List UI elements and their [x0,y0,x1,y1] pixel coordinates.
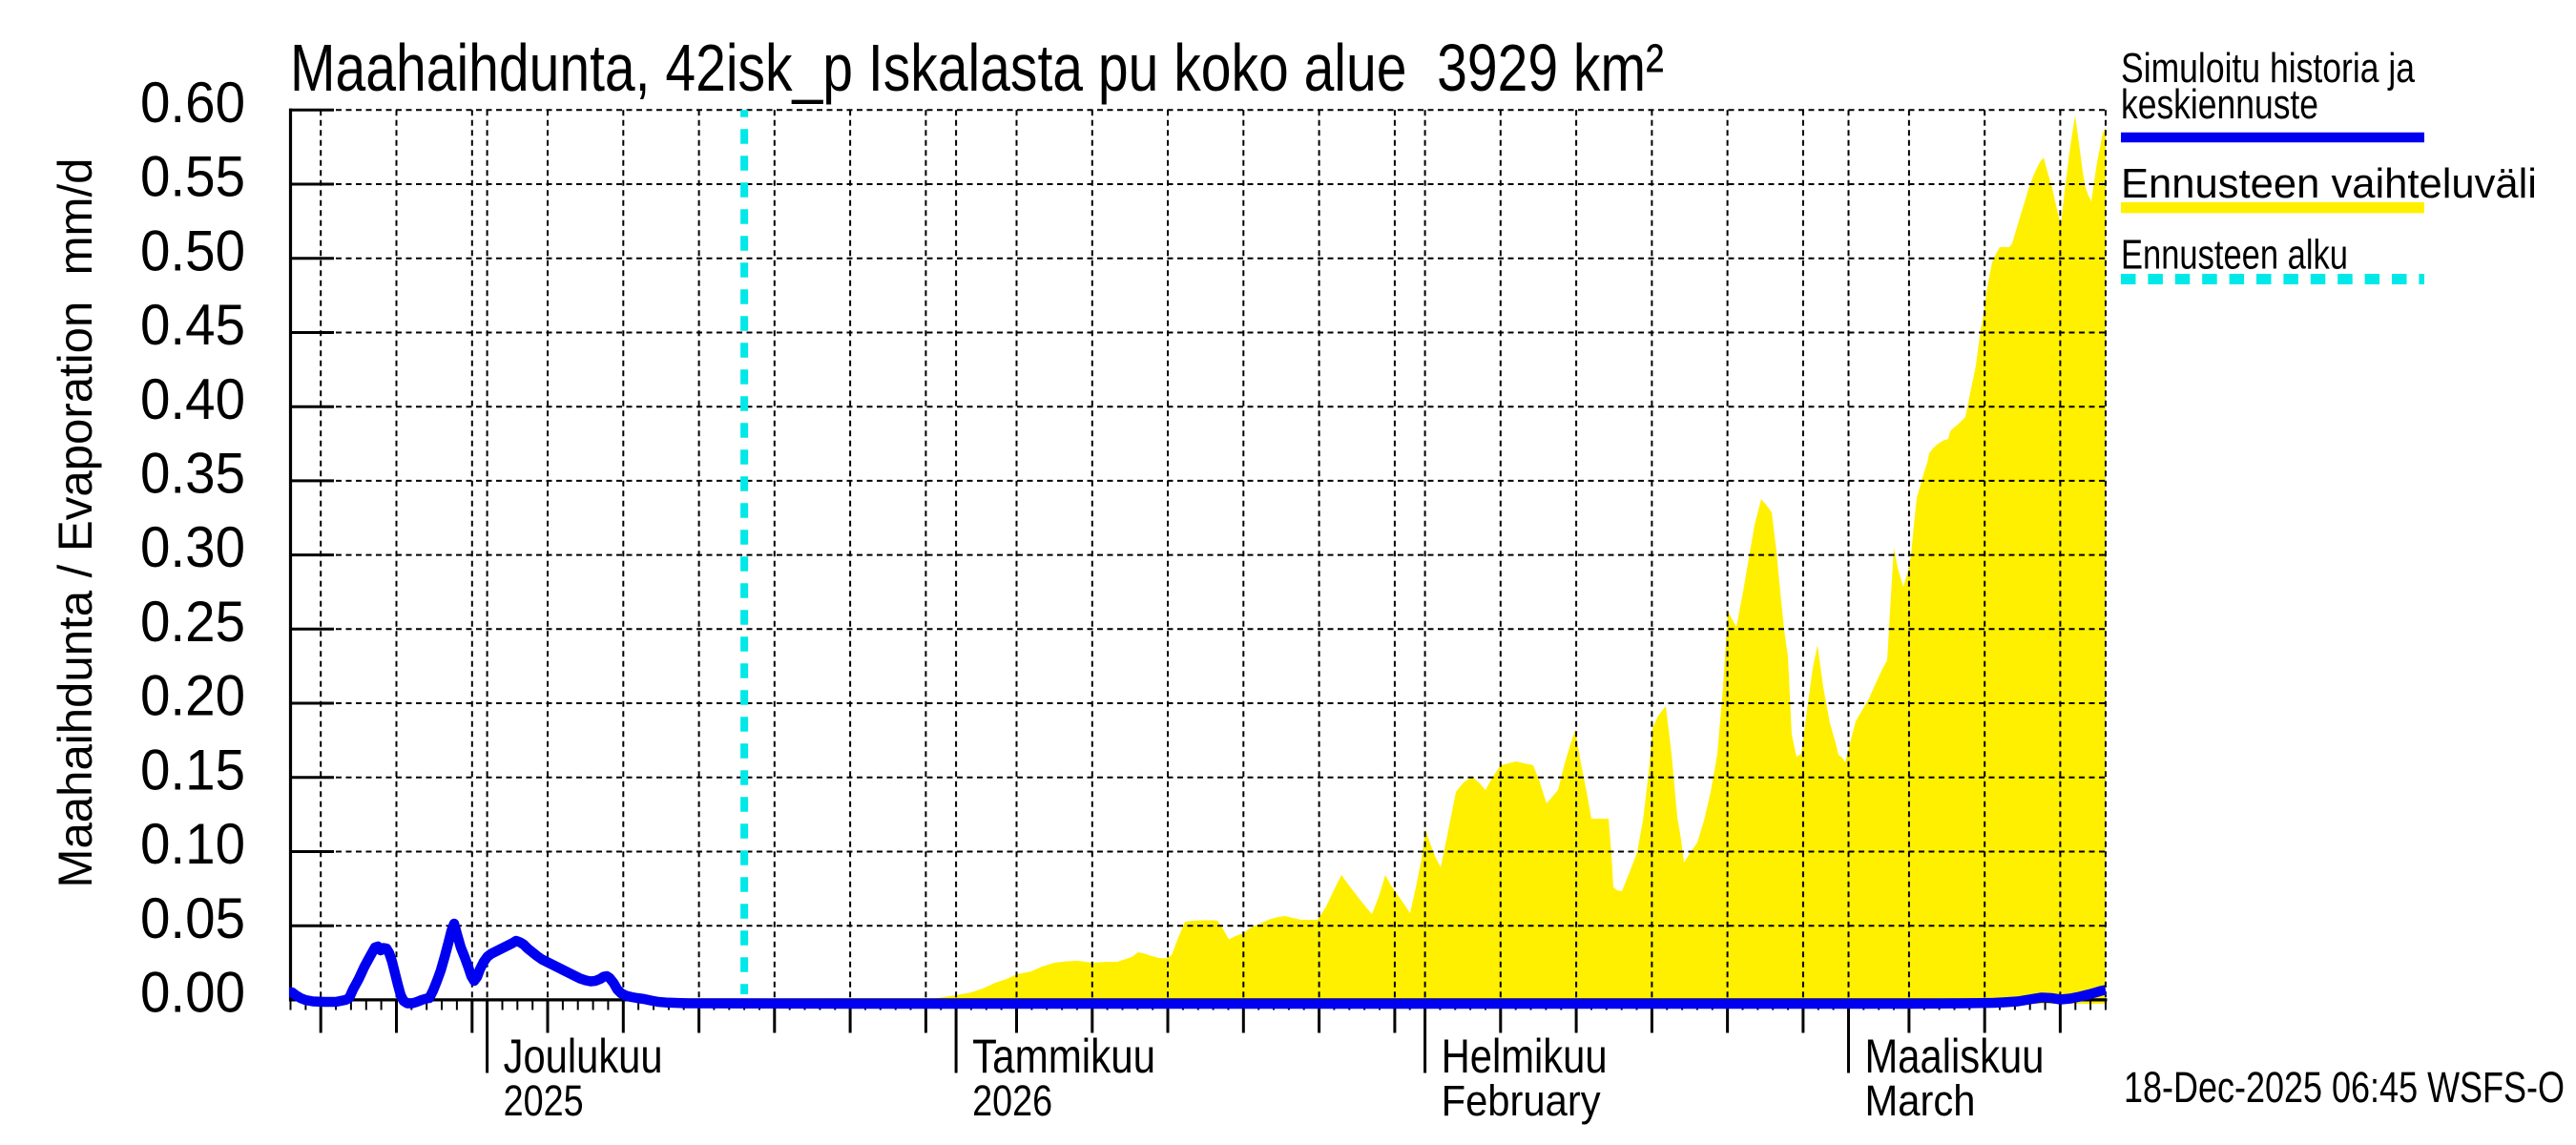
svg-text:0.35: 0.35 [140,442,245,506]
svg-text:0.00: 0.00 [140,961,245,1025]
svg-text:March: March [1865,1076,1976,1125]
svg-text:0.40: 0.40 [140,367,245,431]
svg-text:Ennusteen alku: Ennusteen alku [2121,232,2348,279]
svg-text:0.55: 0.55 [140,145,245,209]
svg-text:0.45: 0.45 [140,293,245,357]
svg-text:Helmikuu: Helmikuu [1442,1030,1608,1083]
svg-text:2025: 2025 [504,1076,584,1125]
svg-text:0.15: 0.15 [140,738,245,802]
svg-text:keskiennuste: keskiennuste [2121,81,2318,128]
svg-text:0.10: 0.10 [140,812,245,876]
svg-text:0.25: 0.25 [140,590,245,654]
svg-text:Tammikuu: Tammikuu [972,1030,1155,1083]
svg-text:Maaliskuu: Maaliskuu [1865,1030,2045,1083]
svg-text:Simuloitu historia ja: Simuloitu historia ja [2121,45,2415,92]
svg-text:0.05: 0.05 [140,886,245,950]
svg-text:Maahaihdunta, 42isk_p Iskalast: Maahaihdunta, 42isk_p Iskalasta pu koko … [290,31,1664,105]
svg-text:2026: 2026 [972,1076,1052,1125]
svg-text:Ennusteen vaihteluväli: Ennusteen vaihteluväli [2121,160,2537,207]
svg-text:February: February [1442,1076,1601,1125]
svg-text:Maahaihdunta / Evaporation mm: Maahaihdunta / Evaporation mm/d [49,158,102,888]
svg-text:18-Dec-2025 06:45 WSFS-O: 18-Dec-2025 06:45 WSFS-O [2124,1063,2565,1112]
svg-text:0.60: 0.60 [140,71,245,135]
svg-text:Joulukuu: Joulukuu [504,1030,663,1083]
svg-text:0.50: 0.50 [140,219,245,282]
svg-text:0.20: 0.20 [140,664,245,728]
svg-text:0.30: 0.30 [140,515,245,579]
